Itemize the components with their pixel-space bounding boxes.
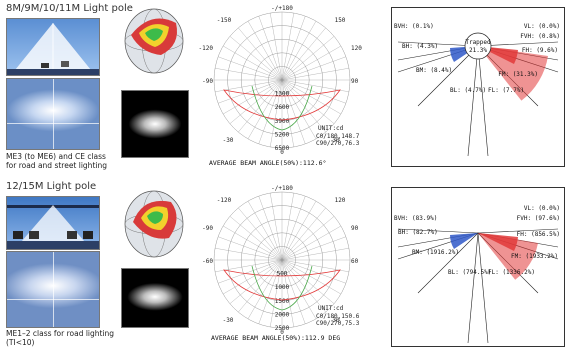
polar-tick: 120 <box>351 45 362 52</box>
polar-legend-c1: C0/180,150.6 <box>316 313 360 320</box>
polar-tick: 90 <box>351 225 359 232</box>
isolux-label: FH: (9.6%) <box>522 47 558 54</box>
polar-tick: -120 <box>199 45 214 52</box>
isolux-label: VL: (0.0%) <box>524 23 560 30</box>
sector-back <box>450 233 478 249</box>
isolux-label: FL: (1336.2%) <box>488 269 535 276</box>
row2-caption: ME1–2 class for road lighting (TI<10) <box>6 329 115 347</box>
isolux-panel-2: VL: (0.0%) BVH: (83.9%) FVH: (97.6%) BH: (8… <box>391 187 565 347</box>
polar-radial-label: 6500 <box>275 145 290 152</box>
isolux-label: FL: (7.7%) <box>488 87 524 94</box>
polar-tick: -90 <box>202 225 213 232</box>
polar-radial-label: 5200 <box>275 131 290 138</box>
isolux-label: FM: (31.3%) <box>498 71 538 78</box>
isolux-label: BH: (82.7%) <box>398 229 438 236</box>
polar-diagram-2: -/+180 -120 -90 -60 120 90 60 -30 30 0 500 1000 1500… <box>197 182 367 348</box>
polar-tick: -90 <box>202 78 213 85</box>
row1-title: 8M/9M/10/11M Light pole <box>6 3 133 14</box>
polar-tick: 120 <box>335 197 346 204</box>
polar-legend-c1: C0/180,148.7 <box>316 133 360 140</box>
isolux-label: BL: (4.7%) <box>450 87 486 94</box>
polar-top-label: -/+180 <box>271 5 293 12</box>
polar-tick: -60 <box>202 258 213 265</box>
road-illustration-2 <box>6 196 100 250</box>
polar-diagram-1: -/+180 -150 -120 -90 150 120 90 -30 30 0 1300 2600 3… <box>197 2 367 172</box>
polar-legend-c2: C90/270,76.3 <box>316 140 360 147</box>
polar-tick: 150 <box>335 17 346 24</box>
isolux-ray <box>397 228 479 234</box>
polar-tick: 0 <box>280 149 284 156</box>
isolux-label: BVH: (83.9%) <box>394 215 437 222</box>
sector-front-main <box>478 233 538 280</box>
row2-title: 12/15M Light pole <box>6 181 97 192</box>
isolux-label: FVH: (0.8%) <box>520 33 560 40</box>
isolux-label: FVH: (97.6%) <box>517 215 560 222</box>
isolux-label: BL: (794.5%) <box>448 269 491 276</box>
polar-tick: -150 <box>217 17 232 24</box>
curve-c0-180 <box>223 269 341 301</box>
polar-radial-label: 1000 <box>275 284 290 291</box>
trapped-value: 21.3% <box>469 47 487 54</box>
polar-tick: -120 <box>217 197 232 204</box>
polar-radial-label: 3900 <box>275 118 290 125</box>
isolux-ray <box>477 232 489 344</box>
polar-radial-label: 1300 <box>275 91 290 98</box>
polar-spoke <box>215 248 349 272</box>
isolux-panel-1: Trapped 21.3% VL: (0.0%) BVH: (0.1%) FVH: (0… <box>391 7 565 167</box>
polar-radial-label: 2600 <box>275 104 290 111</box>
polar-tick: 90 <box>351 78 359 85</box>
sector-front-high <box>478 233 518 251</box>
sector-front-main <box>478 46 548 101</box>
isolux-ray <box>467 232 479 344</box>
polar1-footer: AVERAGE BEAM ANGLE(50%):112.6° <box>209 159 327 167</box>
polar-radial-label: 500 <box>277 271 288 278</box>
polar-radial-label: 1500 <box>275 298 290 305</box>
polar-tick: 60 <box>351 258 359 265</box>
curve-c0-180 <box>223 89 341 121</box>
light-render-2 <box>121 268 189 328</box>
trapped-label: Trapped <box>465 39 491 46</box>
globe-3d-2 <box>121 186 187 264</box>
isolux-label: BM: (8.4%) <box>416 67 452 74</box>
isolux-label: BH: (4.3%) <box>402 43 438 50</box>
curve-c90-270 <box>251 85 313 131</box>
polar-unit: UNIT:cd <box>318 125 344 132</box>
polar2-footer: AVERAGE BEAM ANGLE(50%):112.9 DEG <box>211 334 341 342</box>
isolux-ray <box>477 45 489 157</box>
isolux-label: BVH: (0.1%) <box>394 23 434 30</box>
polar-radial-label: 2000 <box>275 311 290 318</box>
isolux-label: VL: (0.0%) <box>524 205 560 212</box>
polar-tick: 30 <box>332 317 340 324</box>
polar-radial-label: 2500 <box>275 325 290 332</box>
polar-tick: -30 <box>223 317 234 324</box>
isolux-label: BM: (1916.2%) <box>412 249 459 256</box>
polar-tick: 30 <box>332 137 340 144</box>
globe-3d-1 <box>121 5 187 83</box>
polar-legend-c2: C90/270,75.3 <box>316 320 360 327</box>
trapped-circle <box>464 32 492 60</box>
polar-unit: UNIT:cd <box>318 305 344 312</box>
light-spot-1 <box>6 78 100 150</box>
polar-tick: 0 <box>280 329 284 334</box>
isolux-ray <box>417 232 479 294</box>
row1-caption: ME3 (to ME6) and CE class for road and s… <box>6 152 107 170</box>
isolux-ray <box>467 45 479 157</box>
curve-c90-270 <box>251 265 313 311</box>
isolux-label: FM: (1933.2%) <box>511 253 558 260</box>
light-render-1 <box>121 90 189 158</box>
polar-spoke <box>215 68 349 92</box>
isolux-ray <box>417 45 479 107</box>
road-illustration-1 <box>6 18 100 76</box>
isolux-ray <box>477 228 559 234</box>
polar-tick: -30 <box>223 137 234 144</box>
polar-top-label: -/+180 <box>271 185 293 192</box>
light-spot-2 <box>6 251 100 328</box>
isolux-label: FH: (856.5%) <box>517 231 560 238</box>
